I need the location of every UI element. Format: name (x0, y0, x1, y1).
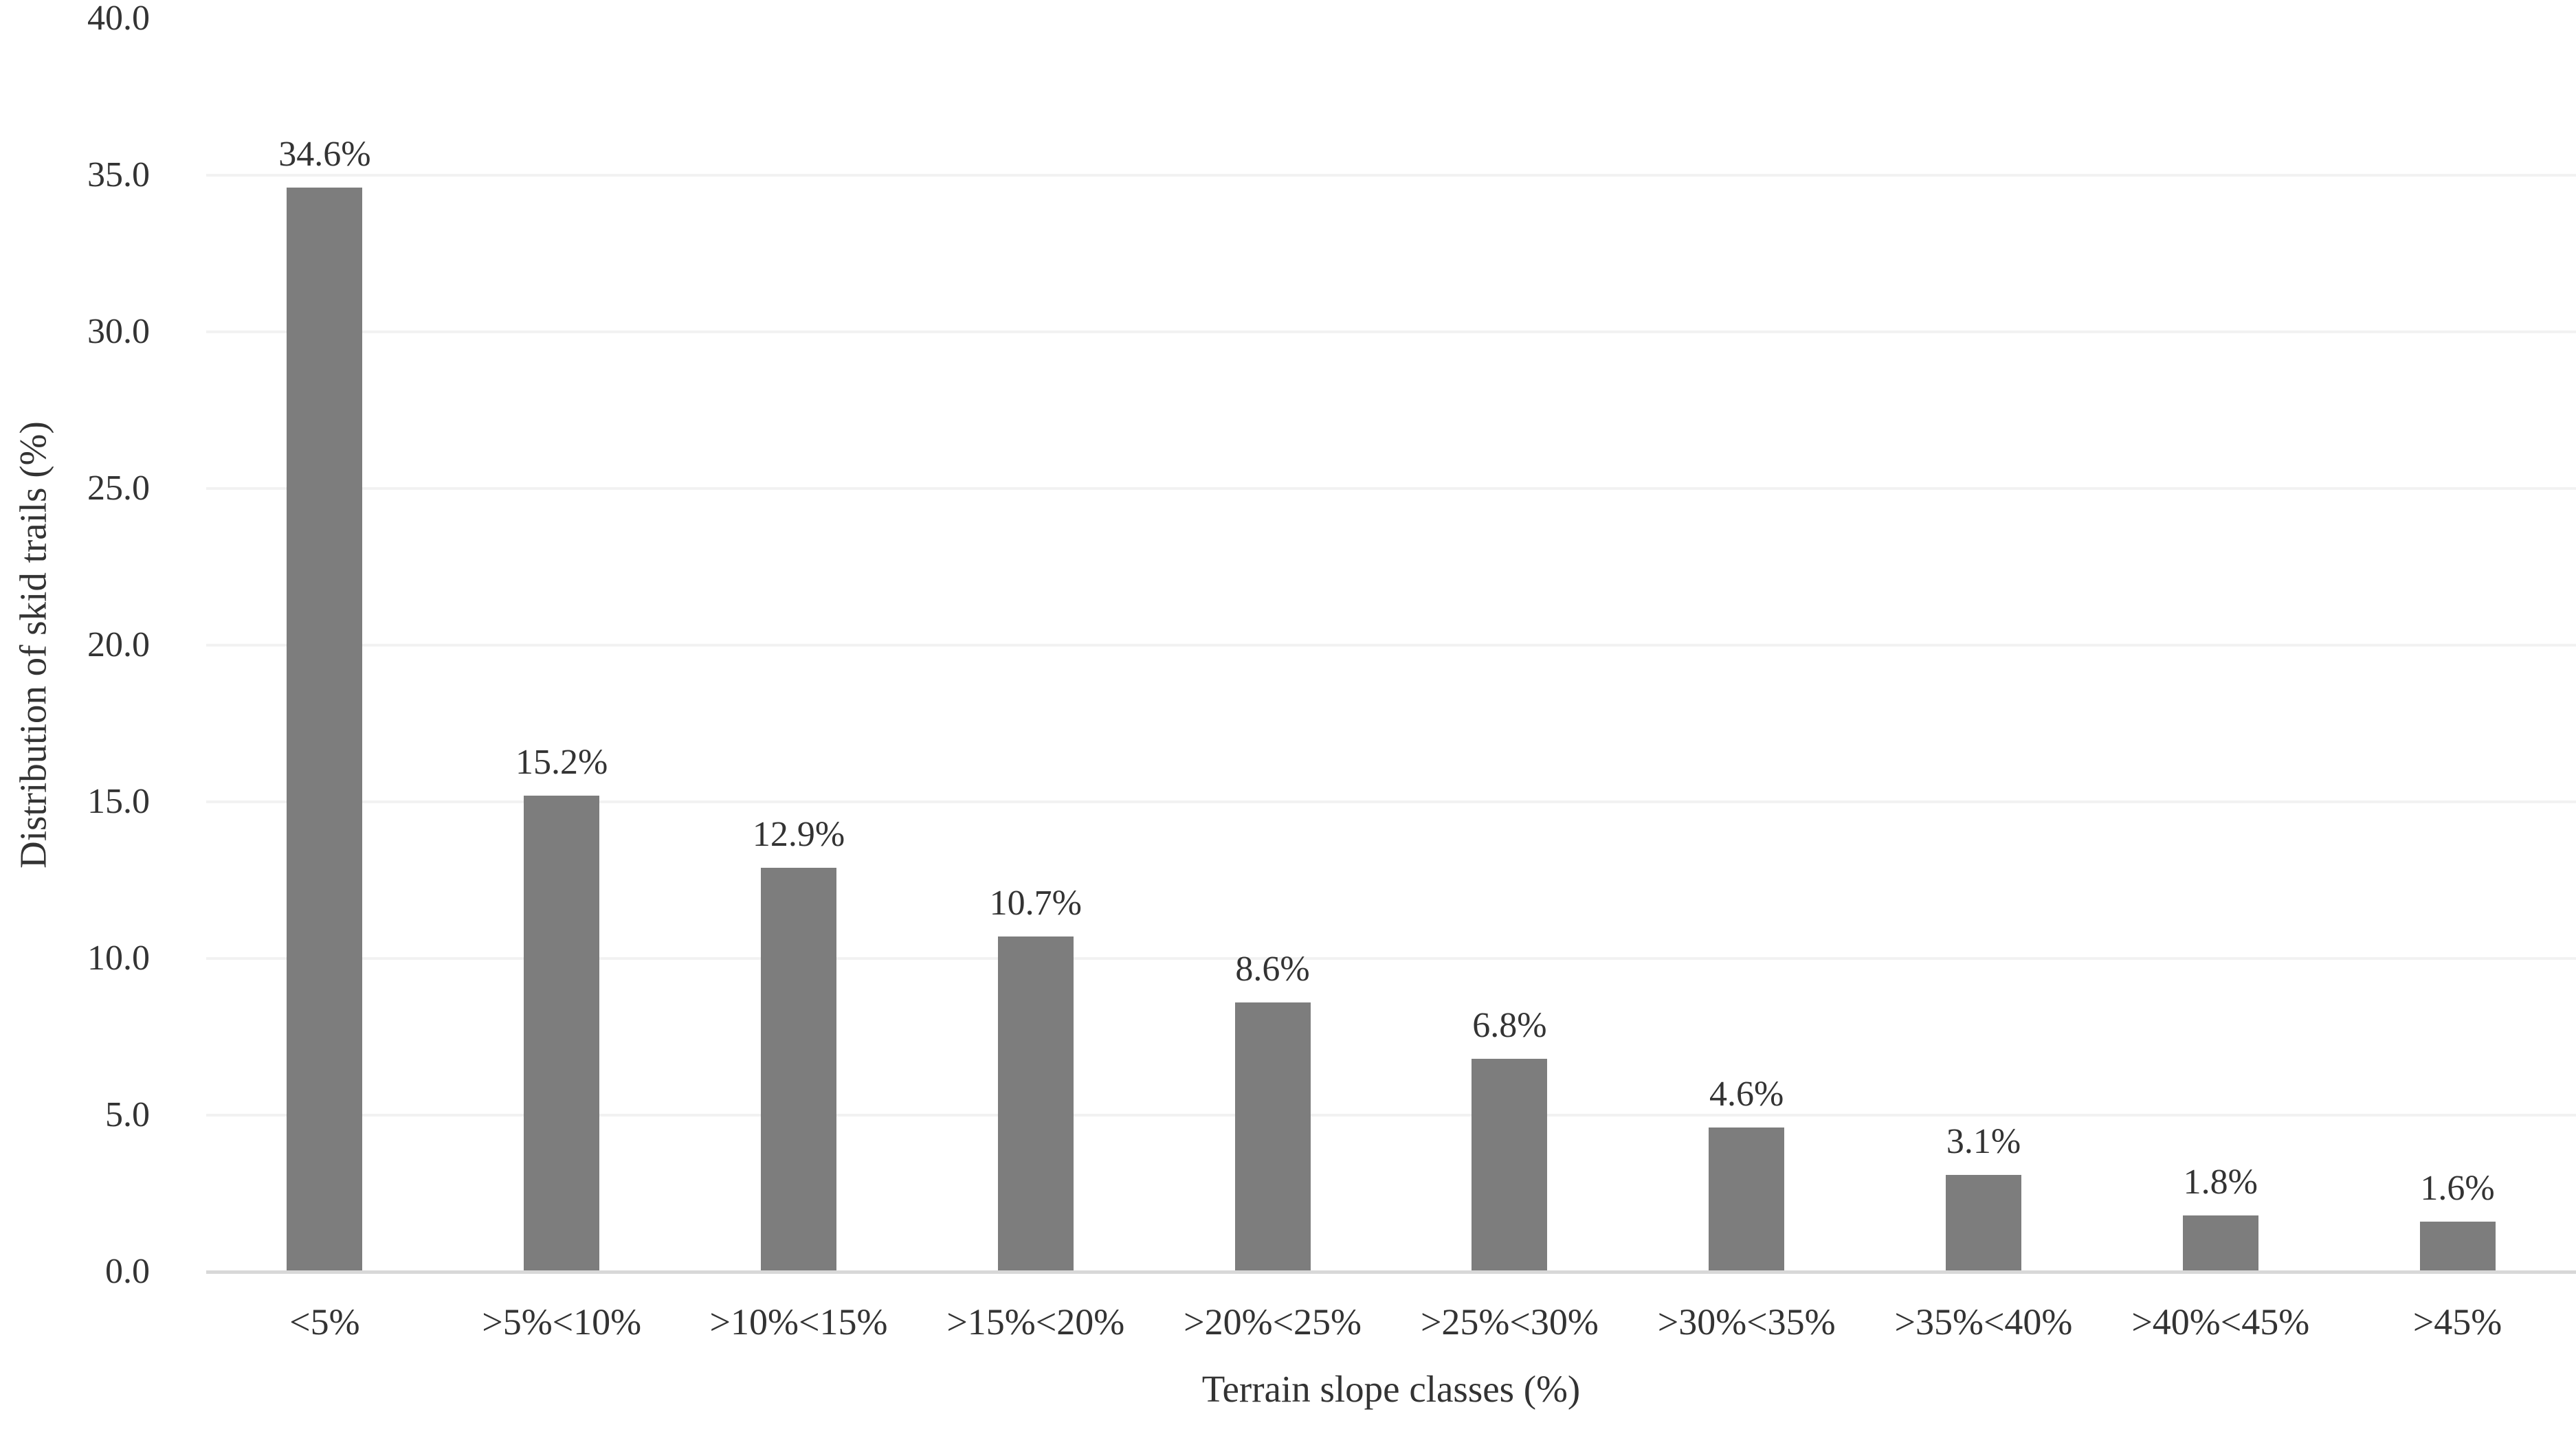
bar (2182, 1215, 2258, 1272)
x-category-label: >45% (2412, 1301, 2502, 1343)
x-category-label: >40%<45% (2131, 1301, 2310, 1343)
bar (997, 936, 1074, 1272)
bar-slot: 6.8% (1391, 19, 1628, 1272)
x-category-label: >25%<30% (1420, 1301, 1599, 1343)
bar (1472, 1058, 1548, 1272)
gridline (206, 174, 2576, 177)
y-tick-label: 35.0 (87, 155, 150, 194)
bar-series: 34.6% 15.2% 12.9% 10.7% 8.6% 6.8% 4.6% 3.1% 1.8%… (206, 19, 2576, 1272)
bar-slot: 1.8% (2102, 19, 2339, 1272)
gridline (206, 330, 2576, 333)
y-tick-label: 5.0 (105, 1095, 150, 1134)
y-tick-label: 10.0 (87, 939, 150, 978)
bar-data-label: 34.6% (278, 135, 371, 175)
gridline (206, 487, 2576, 490)
bar-slot: 8.6% (1154, 19, 1391, 1272)
x-category-label: >35%<40% (1894, 1301, 2073, 1343)
bar-data-label: 3.1% (1946, 1121, 2021, 1161)
x-category-label: >10%<15% (709, 1301, 888, 1343)
bar-slot: 4.6% (1628, 19, 1865, 1272)
bar-data-label: 15.2% (515, 742, 608, 782)
y-axis-tick-labels: 40.0 35.0 30.0 25.0 20.0 15.0 10.0 5.0 0.0 (0, 0, 155, 1436)
y-tick-label: 15.0 (87, 782, 150, 821)
gridline (206, 1114, 2576, 1117)
bar-data-label: 1.8% (2183, 1162, 2258, 1202)
bar (1234, 1002, 1311, 1272)
bar (287, 188, 363, 1272)
bar-slot: 12.9% (680, 19, 918, 1272)
plot-area: 34.6% 15.2% 12.9% 10.7% 8.6% 6.8% 4.6% 3.1% 1.8%… (206, 19, 2576, 1272)
y-tick-label: 0.0 (105, 1252, 150, 1291)
x-axis-line (206, 1270, 2576, 1274)
bar-data-label: 1.6% (2420, 1169, 2495, 1209)
bar-data-label: 8.6% (1235, 949, 1310, 989)
bar (760, 867, 836, 1272)
x-axis-category-labels: <5% >5%<10% >10%<15% >15%<20% >20%<25% >25%<3… (206, 1301, 2576, 1343)
bar-data-label: 4.6% (1709, 1075, 1784, 1114)
bar (524, 795, 600, 1272)
bar-data-label: 6.8% (1472, 1005, 1547, 1045)
bar-slot: 3.1% (1865, 19, 2102, 1272)
x-category-label: >15%<20% (946, 1301, 1125, 1343)
bar-data-label: 12.9% (752, 814, 845, 854)
bar-slot: 15.2% (443, 19, 680, 1272)
bar-slot: 10.7% (917, 19, 1154, 1272)
x-category-label: >30%<35% (1657, 1301, 1836, 1343)
bar-data-label: 10.7% (989, 884, 1082, 923)
gridline (206, 957, 2576, 960)
x-axis-title: Terrain slope classes (%) (1201, 1368, 1581, 1410)
x-category-label: >5%<10% (482, 1301, 642, 1343)
x-category-label: >20%<25% (1184, 1301, 1362, 1343)
y-tick-label: 25.0 (87, 469, 150, 508)
bar-slot: 1.6% (2339, 19, 2576, 1272)
bar (2419, 1222, 2496, 1272)
gridline (206, 644, 2576, 647)
x-category-label: <5% (289, 1301, 360, 1343)
bar-slot: 34.6% (206, 19, 443, 1272)
gridline (206, 800, 2576, 803)
bar (1709, 1128, 1785, 1272)
y-tick-label: 20.0 (87, 625, 150, 664)
bar (1945, 1174, 2021, 1272)
y-tick-label: 30.0 (87, 312, 150, 351)
y-tick-label: 40.0 (87, 0, 150, 38)
